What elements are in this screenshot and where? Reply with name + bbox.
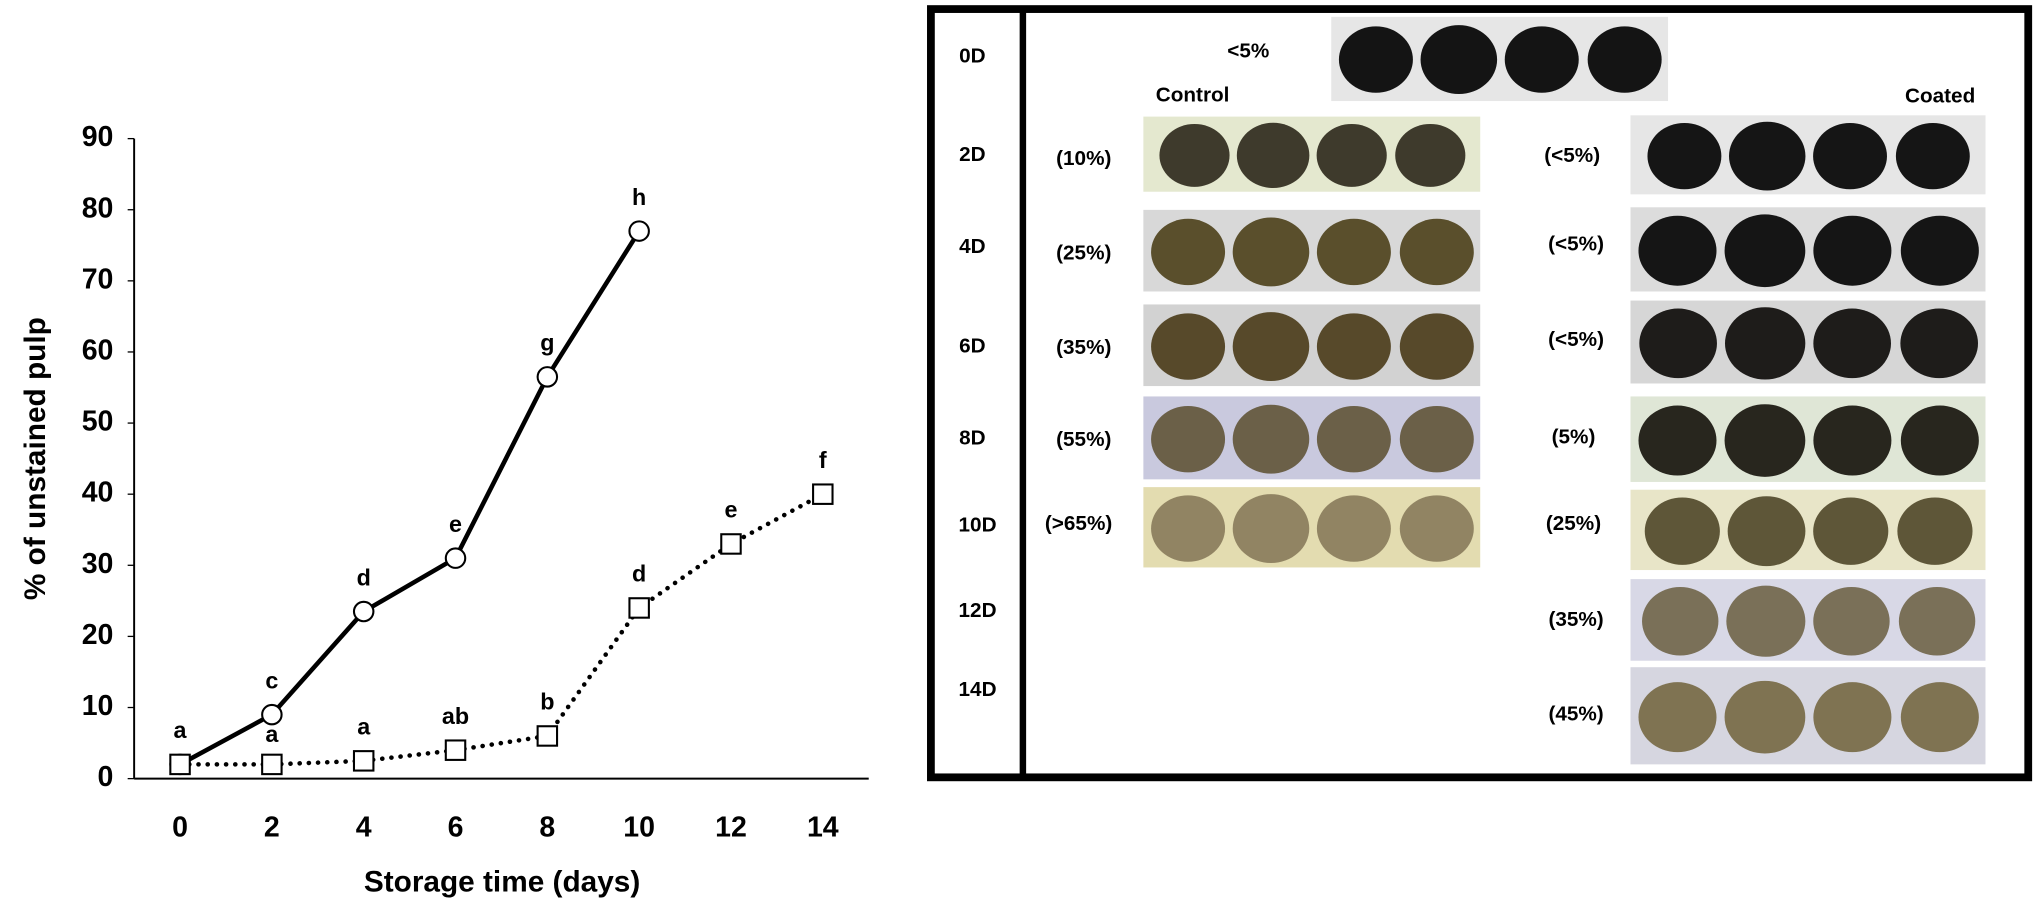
coated-title: Coated: [1905, 85, 1975, 108]
x-tick-label: 4: [356, 812, 372, 844]
marker: [813, 484, 832, 503]
marker: [446, 548, 465, 567]
photo-panel: 0D 2D 4D 6D 8D 10D 12D 14D <5% Control C…: [931, 9, 2028, 777]
x-tick-label: 12: [715, 812, 747, 844]
control-label: (35%): [1056, 336, 1111, 359]
marker: [354, 602, 373, 621]
row-label: 0D: [959, 44, 986, 67]
coated-label: (25%): [1546, 512, 1601, 535]
point-annotation: e: [724, 497, 737, 523]
coated-label: (<5%): [1548, 232, 1604, 255]
y-tick-label: 10: [82, 690, 114, 722]
marker: [262, 755, 281, 774]
point-annotation: g: [540, 330, 554, 356]
point-annotation: d: [357, 564, 371, 590]
x-tick-label: 8: [539, 812, 555, 844]
x-tick-label: 6: [448, 812, 464, 844]
point-annotation: ab: [442, 703, 469, 729]
row-label: 10D: [959, 513, 997, 536]
coated-label: (5%): [1552, 425, 1596, 448]
x-axis-title: Storage time (days): [364, 865, 640, 898]
y-tick-label: 60: [82, 334, 114, 366]
page: {"chart_data": {"type": "line", "x_label…: [0, 0, 2038, 903]
y-axis-title: % of unstained pulp: [19, 317, 52, 600]
y-tick-label: 30: [82, 548, 114, 580]
marker: [354, 751, 373, 770]
row-label: 4D: [959, 235, 986, 258]
coated-label: (45%): [1548, 703, 1603, 726]
control-label: (>65%): [1045, 512, 1112, 535]
marker: [629, 221, 648, 240]
x-tick-label: 14: [807, 812, 839, 844]
point-annotation: b: [540, 689, 554, 715]
point-annotation: h: [632, 184, 646, 210]
point-annotation: f: [819, 447, 827, 473]
point-annotation: a: [174, 717, 188, 743]
y-tick-label: 80: [82, 192, 114, 224]
marker: [538, 726, 557, 745]
y-tick-label: 50: [82, 406, 114, 438]
point-annotation: d: [632, 561, 646, 587]
marker: [170, 755, 189, 774]
marker: [538, 367, 557, 386]
coated-label: (<5%): [1548, 328, 1604, 351]
control-title: Control: [1156, 83, 1230, 106]
control-label: (55%): [1056, 428, 1111, 451]
marker: [629, 598, 648, 617]
initial-label: <5%: [1227, 39, 1269, 62]
point-annotation: a: [357, 714, 371, 740]
y-tick-label: 20: [82, 619, 114, 651]
coated-label: (35%): [1548, 608, 1603, 631]
point-annotation: c: [265, 667, 278, 693]
x-tick-label: 0: [172, 812, 188, 844]
marker: [446, 740, 465, 759]
point-annotation: e: [449, 511, 462, 537]
y-tick-label: 90: [82, 121, 114, 153]
y-tick-label: 0: [98, 761, 114, 793]
point-annotation: a: [265, 721, 279, 747]
row-label: 6D: [959, 335, 986, 358]
row-label: 14D: [959, 678, 997, 701]
row-label: 8D: [959, 427, 986, 450]
series-line: [180, 231, 639, 764]
figure: Storage time (days) % of unstained pulp …: [0, 0, 2038, 903]
row-label: 12D: [959, 599, 997, 622]
y-tick-label: 70: [82, 263, 114, 295]
row-label: 2D: [959, 143, 986, 166]
control-label: (25%): [1056, 241, 1111, 264]
control-label: (10%): [1056, 147, 1111, 170]
coated-label: (<5%): [1544, 144, 1600, 167]
x-tick-label: 2: [264, 812, 280, 844]
y-tick-label: 40: [82, 477, 114, 509]
marker: [721, 534, 740, 553]
x-tick-label: 10: [623, 812, 655, 844]
line-chart: Storage time (days) % of unstained pulp …: [19, 121, 869, 898]
